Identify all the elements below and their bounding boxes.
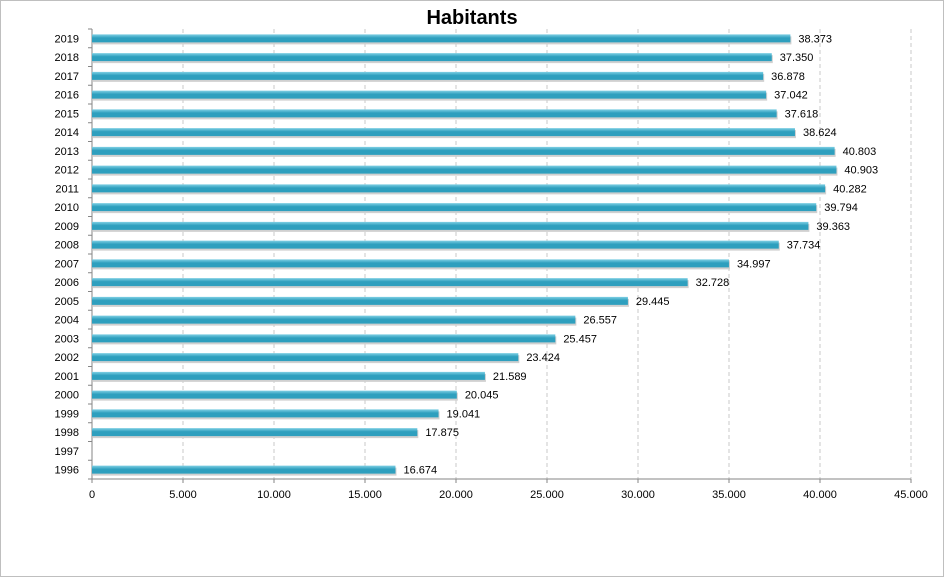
- y-tick-label: 2003: [55, 333, 79, 345]
- y-tick-label: 2002: [55, 352, 79, 364]
- data-label: 39.794: [824, 202, 858, 214]
- bar: [92, 34, 791, 43]
- x-tick-label: 15.000: [348, 489, 382, 501]
- y-tick-label: 2000: [55, 390, 79, 402]
- data-label: 38.373: [798, 33, 832, 45]
- bar: [92, 221, 809, 230]
- x-tick-label: 30.000: [621, 489, 655, 501]
- bar: [92, 128, 795, 137]
- y-tick-label: 2011: [55, 183, 79, 195]
- data-label: 19.041: [447, 408, 481, 420]
- data-label: 37.618: [785, 108, 819, 120]
- y-tick-label: 2019: [55, 33, 79, 45]
- bar: [92, 259, 729, 268]
- x-tick-label: 0: [89, 489, 95, 501]
- bar: [92, 109, 777, 118]
- y-tick-label: 2006: [55, 277, 79, 289]
- x-tick-label: 40.000: [803, 489, 837, 501]
- y-tick-label: 2018: [55, 52, 79, 64]
- data-label: 32.728: [696, 277, 730, 289]
- x-tick-label: 10.000: [257, 489, 291, 501]
- x-tick-label: 20.000: [439, 489, 473, 501]
- data-label: 40.282: [833, 183, 867, 195]
- data-label: 20.045: [465, 390, 499, 402]
- y-tick-label: 2009: [55, 221, 79, 233]
- bar: [92, 409, 439, 418]
- data-label: 23.424: [526, 352, 560, 364]
- bar: [92, 278, 688, 287]
- bar: [92, 465, 396, 474]
- data-label: 40.803: [843, 146, 877, 158]
- bar: [92, 184, 826, 193]
- data-label: 17.875: [425, 427, 459, 439]
- bar: [92, 53, 772, 62]
- data-label: 25.457: [563, 333, 597, 345]
- y-tick-label: 2015: [55, 108, 79, 120]
- data-label: 38.624: [803, 127, 837, 139]
- bar: [92, 165, 837, 174]
- bar: [92, 428, 418, 437]
- bar: [92, 203, 817, 212]
- bar: [92, 146, 835, 155]
- data-label: 34.997: [737, 258, 771, 270]
- y-tick-label: 2008: [55, 240, 79, 252]
- y-tick-label: 2016: [55, 90, 79, 102]
- y-tick-label: 2017: [55, 71, 79, 83]
- y-tick-label: 2012: [55, 165, 79, 177]
- bar: [92, 240, 779, 249]
- data-label: 36.878: [771, 71, 805, 83]
- y-tick-label: 1996: [55, 465, 79, 477]
- x-tick-label: 5.000: [169, 489, 197, 501]
- bar: [92, 315, 576, 324]
- chart-title: Habitants: [426, 7, 518, 29]
- bar: [92, 390, 457, 399]
- y-tick-label: 2014: [55, 127, 79, 139]
- x-tick-label: 25.000: [530, 489, 564, 501]
- data-label: 39.363: [816, 221, 850, 233]
- data-label: 40.903: [844, 165, 878, 177]
- data-label: 21.589: [493, 371, 527, 383]
- y-tick-label: 1999: [55, 408, 79, 420]
- bar: [92, 334, 556, 343]
- data-label: 26.557: [583, 315, 617, 327]
- bar: [92, 353, 519, 362]
- y-tick-label: 1997: [55, 446, 79, 458]
- x-tick-label: 45.000: [894, 489, 928, 501]
- data-label: 37.042: [774, 90, 808, 102]
- y-tick-label: 2010: [55, 202, 79, 214]
- data-label: 37.350: [780, 52, 814, 64]
- data-label: 16.674: [403, 465, 437, 477]
- bar: [92, 296, 628, 305]
- y-tick-label: 2013: [55, 146, 79, 158]
- y-tick-label: 2007: [55, 258, 79, 270]
- y-tick-label: 1998: [55, 427, 79, 439]
- bar: [92, 71, 764, 80]
- x-tick-label: 35.000: [712, 489, 746, 501]
- y-tick-label: 2001: [55, 371, 79, 383]
- y-tick-label: 2004: [55, 315, 79, 327]
- bar: [92, 90, 767, 99]
- data-label: 37.734: [787, 240, 821, 252]
- data-label: 29.445: [636, 296, 670, 308]
- y-tick-label: 2005: [55, 296, 79, 308]
- bar: [92, 371, 485, 380]
